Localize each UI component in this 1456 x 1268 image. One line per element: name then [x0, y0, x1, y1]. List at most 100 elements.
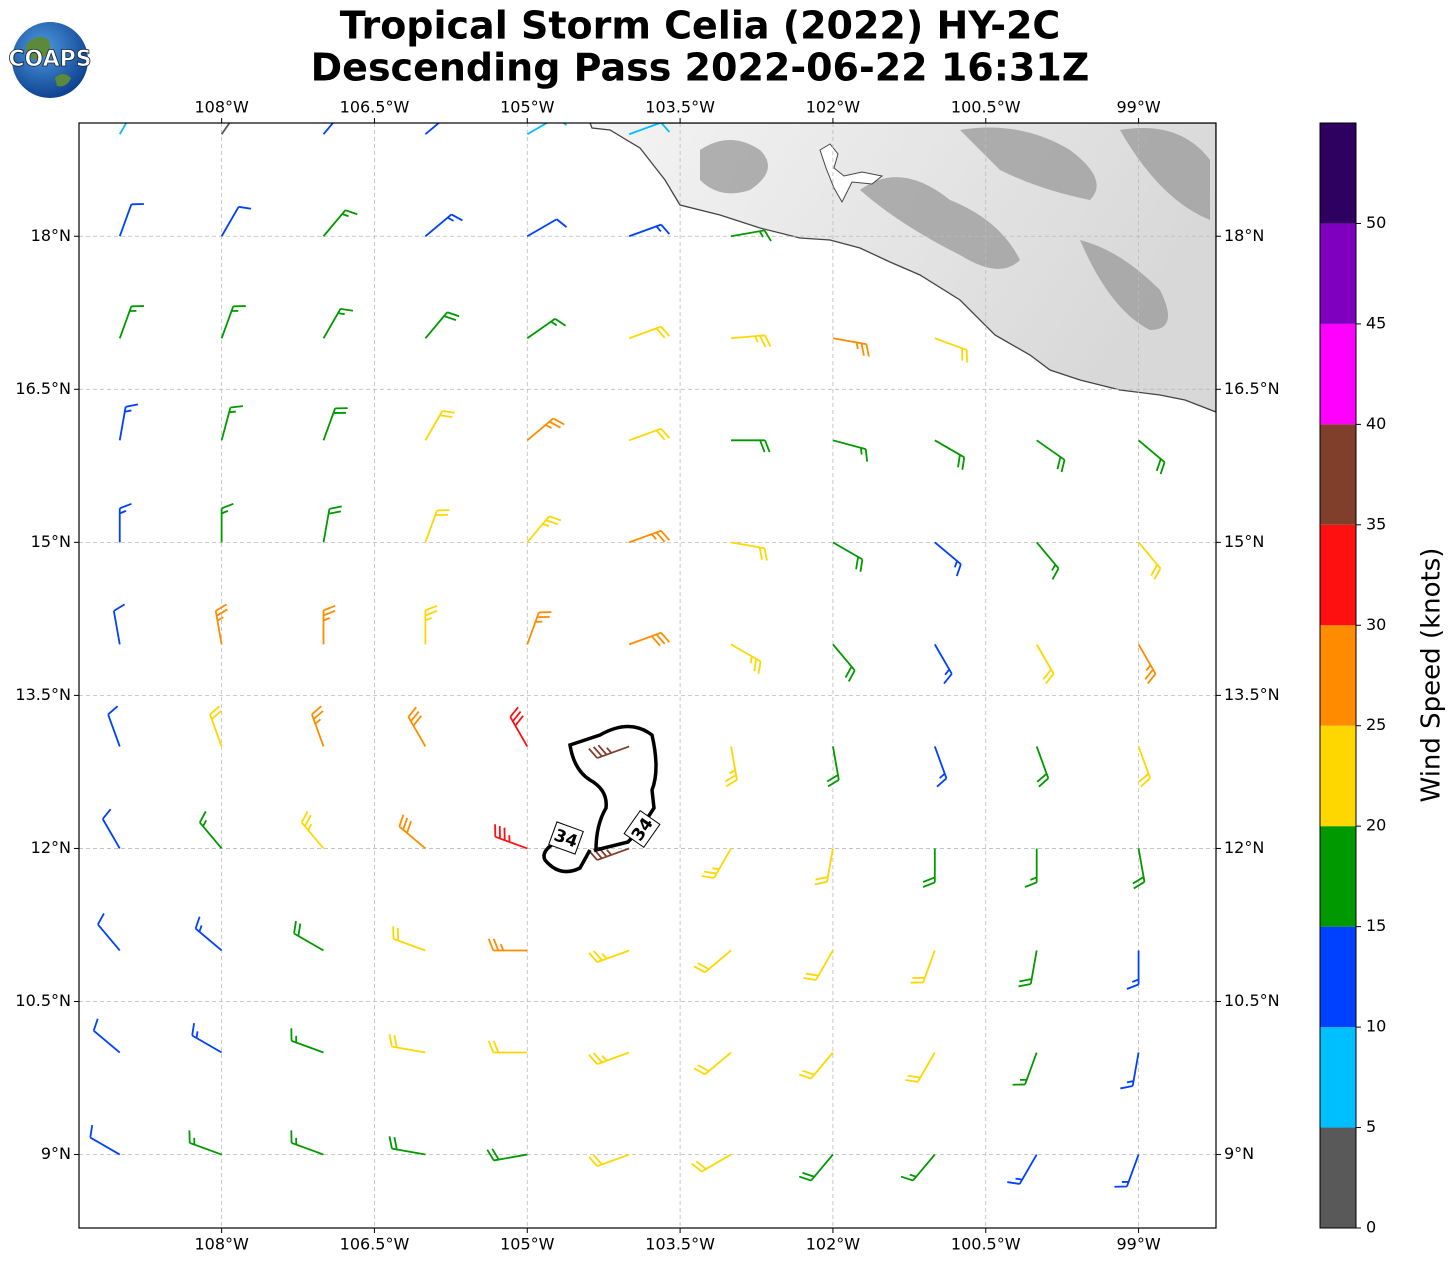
- colorbar: 0 5 10 15 20 25 30 35 40 45 50: [1319, 122, 1386, 1237]
- x-tick-label: 106.5°W: [340, 98, 410, 117]
- wind-barb: [691, 1153, 732, 1173]
- wind-barb: [398, 814, 426, 850]
- wind-barb: [118, 123, 128, 135]
- y-tick-label: 12°N: [1224, 838, 1264, 857]
- wind-barb: [693, 1051, 732, 1076]
- wind-barb: [92, 1018, 121, 1054]
- colorbar-segment: [1320, 725, 1356, 827]
- wind-barb: [220, 205, 252, 237]
- terrain: [700, 127, 1210, 330]
- wind-barb: [220, 305, 246, 339]
- x-tick-label: 108°W: [194, 98, 249, 117]
- wind-barb: [934, 439, 966, 470]
- wind-barb: [220, 405, 244, 441]
- wind-barb: [290, 1130, 324, 1156]
- x-tick-label: 105°W: [500, 1235, 555, 1254]
- wind-barb: [322, 123, 335, 135]
- colorbar-segment: [1320, 1027, 1356, 1128]
- logo-text: COAPS: [8, 47, 91, 72]
- colorbar-tick-label: 25: [1366, 715, 1386, 734]
- contour-label-box: [548, 821, 584, 855]
- wind-barb: [701, 847, 732, 879]
- wind-barb: [494, 824, 528, 850]
- colorbar-label: Wind Speed (knots): [1417, 548, 1447, 803]
- colorbar-tick-label: 40: [1366, 414, 1386, 433]
- wind-barb: [526, 611, 552, 645]
- x-tick-label: 100.5°W: [951, 98, 1021, 117]
- wind-barb: [905, 1052, 936, 1083]
- contour-label-box: [623, 809, 661, 849]
- wind-barb: [588, 1051, 630, 1065]
- x-tick-label: 103.5°W: [645, 1235, 715, 1254]
- wind-barb: [826, 746, 840, 788]
- wind-barb: [588, 1153, 630, 1168]
- y-tick-label: 18°N: [1224, 226, 1264, 245]
- wind-barb: [1120, 1052, 1140, 1090]
- wind-barb: [910, 950, 936, 984]
- x-tick-label: 99°W: [1116, 1235, 1160, 1254]
- colorbar-tick-label: 20: [1366, 816, 1386, 835]
- wind-barb: [628, 123, 671, 136]
- y-tick-label: 10.5°N: [15, 991, 71, 1010]
- contour-label: 34: [548, 821, 584, 855]
- wind-barb: [526, 123, 568, 136]
- wind-barb: [1007, 1154, 1038, 1185]
- wind-barb: [934, 337, 968, 363]
- wind-barb: [588, 949, 630, 963]
- y-tick-label: 13.5°N: [1224, 685, 1280, 704]
- wind-barb: [693, 949, 732, 974]
- wind-barb: [509, 706, 529, 747]
- y-tick-label: 9°N: [41, 1144, 71, 1163]
- wind-barb: [220, 502, 234, 543]
- wind-barb: [107, 705, 121, 747]
- y-tick-label: 10.5°N: [1224, 991, 1280, 1010]
- wind-barb: [798, 1051, 834, 1080]
- plot-frame: [78, 122, 1217, 1229]
- wind-barb: [300, 810, 325, 850]
- logo: COAPS: [8, 22, 92, 98]
- colorbar-tick-label: 10: [1366, 1017, 1386, 1036]
- wind-barb: [118, 305, 144, 339]
- wind-barb: [832, 643, 856, 682]
- wind-barb: [1126, 950, 1140, 990]
- map-area: 34 34: [79, 123, 1216, 1228]
- wind-barb: [526, 218, 568, 238]
- colorbar-tick-label: 0: [1366, 1218, 1376, 1237]
- wind-barb: [1024, 848, 1038, 888]
- colorbar-tick-label: 15: [1366, 916, 1386, 935]
- wind-barb: [486, 1148, 528, 1162]
- colorbar-segment: [1320, 223, 1356, 324]
- x-tick-label: 108°W: [194, 1235, 249, 1254]
- x-tick-label: 102°W: [806, 1235, 861, 1254]
- wind-barb: [934, 643, 953, 685]
- colorbar-segment: [1320, 424, 1356, 525]
- wind-barb: [407, 706, 427, 747]
- wind-barb: [322, 604, 336, 645]
- wind-barb: [89, 1124, 121, 1156]
- wind-barb: [118, 203, 144, 237]
- x-tick-label: 106.5°W: [340, 1235, 410, 1254]
- wind-barb: [731, 439, 771, 453]
- title-line: Tropical Storm Celia (2022) HY-2C: [340, 4, 1061, 48]
- y-tick-label: 15°N: [1224, 532, 1264, 551]
- x-tick-label: 99°W: [1116, 98, 1160, 117]
- y-tick-label: 16.5°N: [15, 379, 71, 398]
- wind-barb: [424, 213, 463, 237]
- wind-barb: [628, 631, 671, 647]
- wind-barb: [220, 123, 231, 135]
- wind-barb: [628, 325, 671, 340]
- y-tick-label: 15°N: [31, 532, 71, 551]
- logo-land: [26, 37, 71, 87]
- wind-barb: [798, 1153, 834, 1182]
- wind-barb: [424, 311, 460, 339]
- wind-barb: [1012, 1052, 1038, 1086]
- wind-barb: [118, 502, 132, 543]
- y-tick-label: 12°N: [31, 838, 71, 857]
- wind-barb: [730, 229, 772, 242]
- colorbar-frame: [1319, 122, 1357, 1229]
- wind-barb: [628, 529, 671, 544]
- wind-barb: [724, 746, 738, 788]
- wind-barb: [933, 746, 948, 788]
- wind-barb: [322, 209, 358, 237]
- wind-barb: [628, 427, 671, 442]
